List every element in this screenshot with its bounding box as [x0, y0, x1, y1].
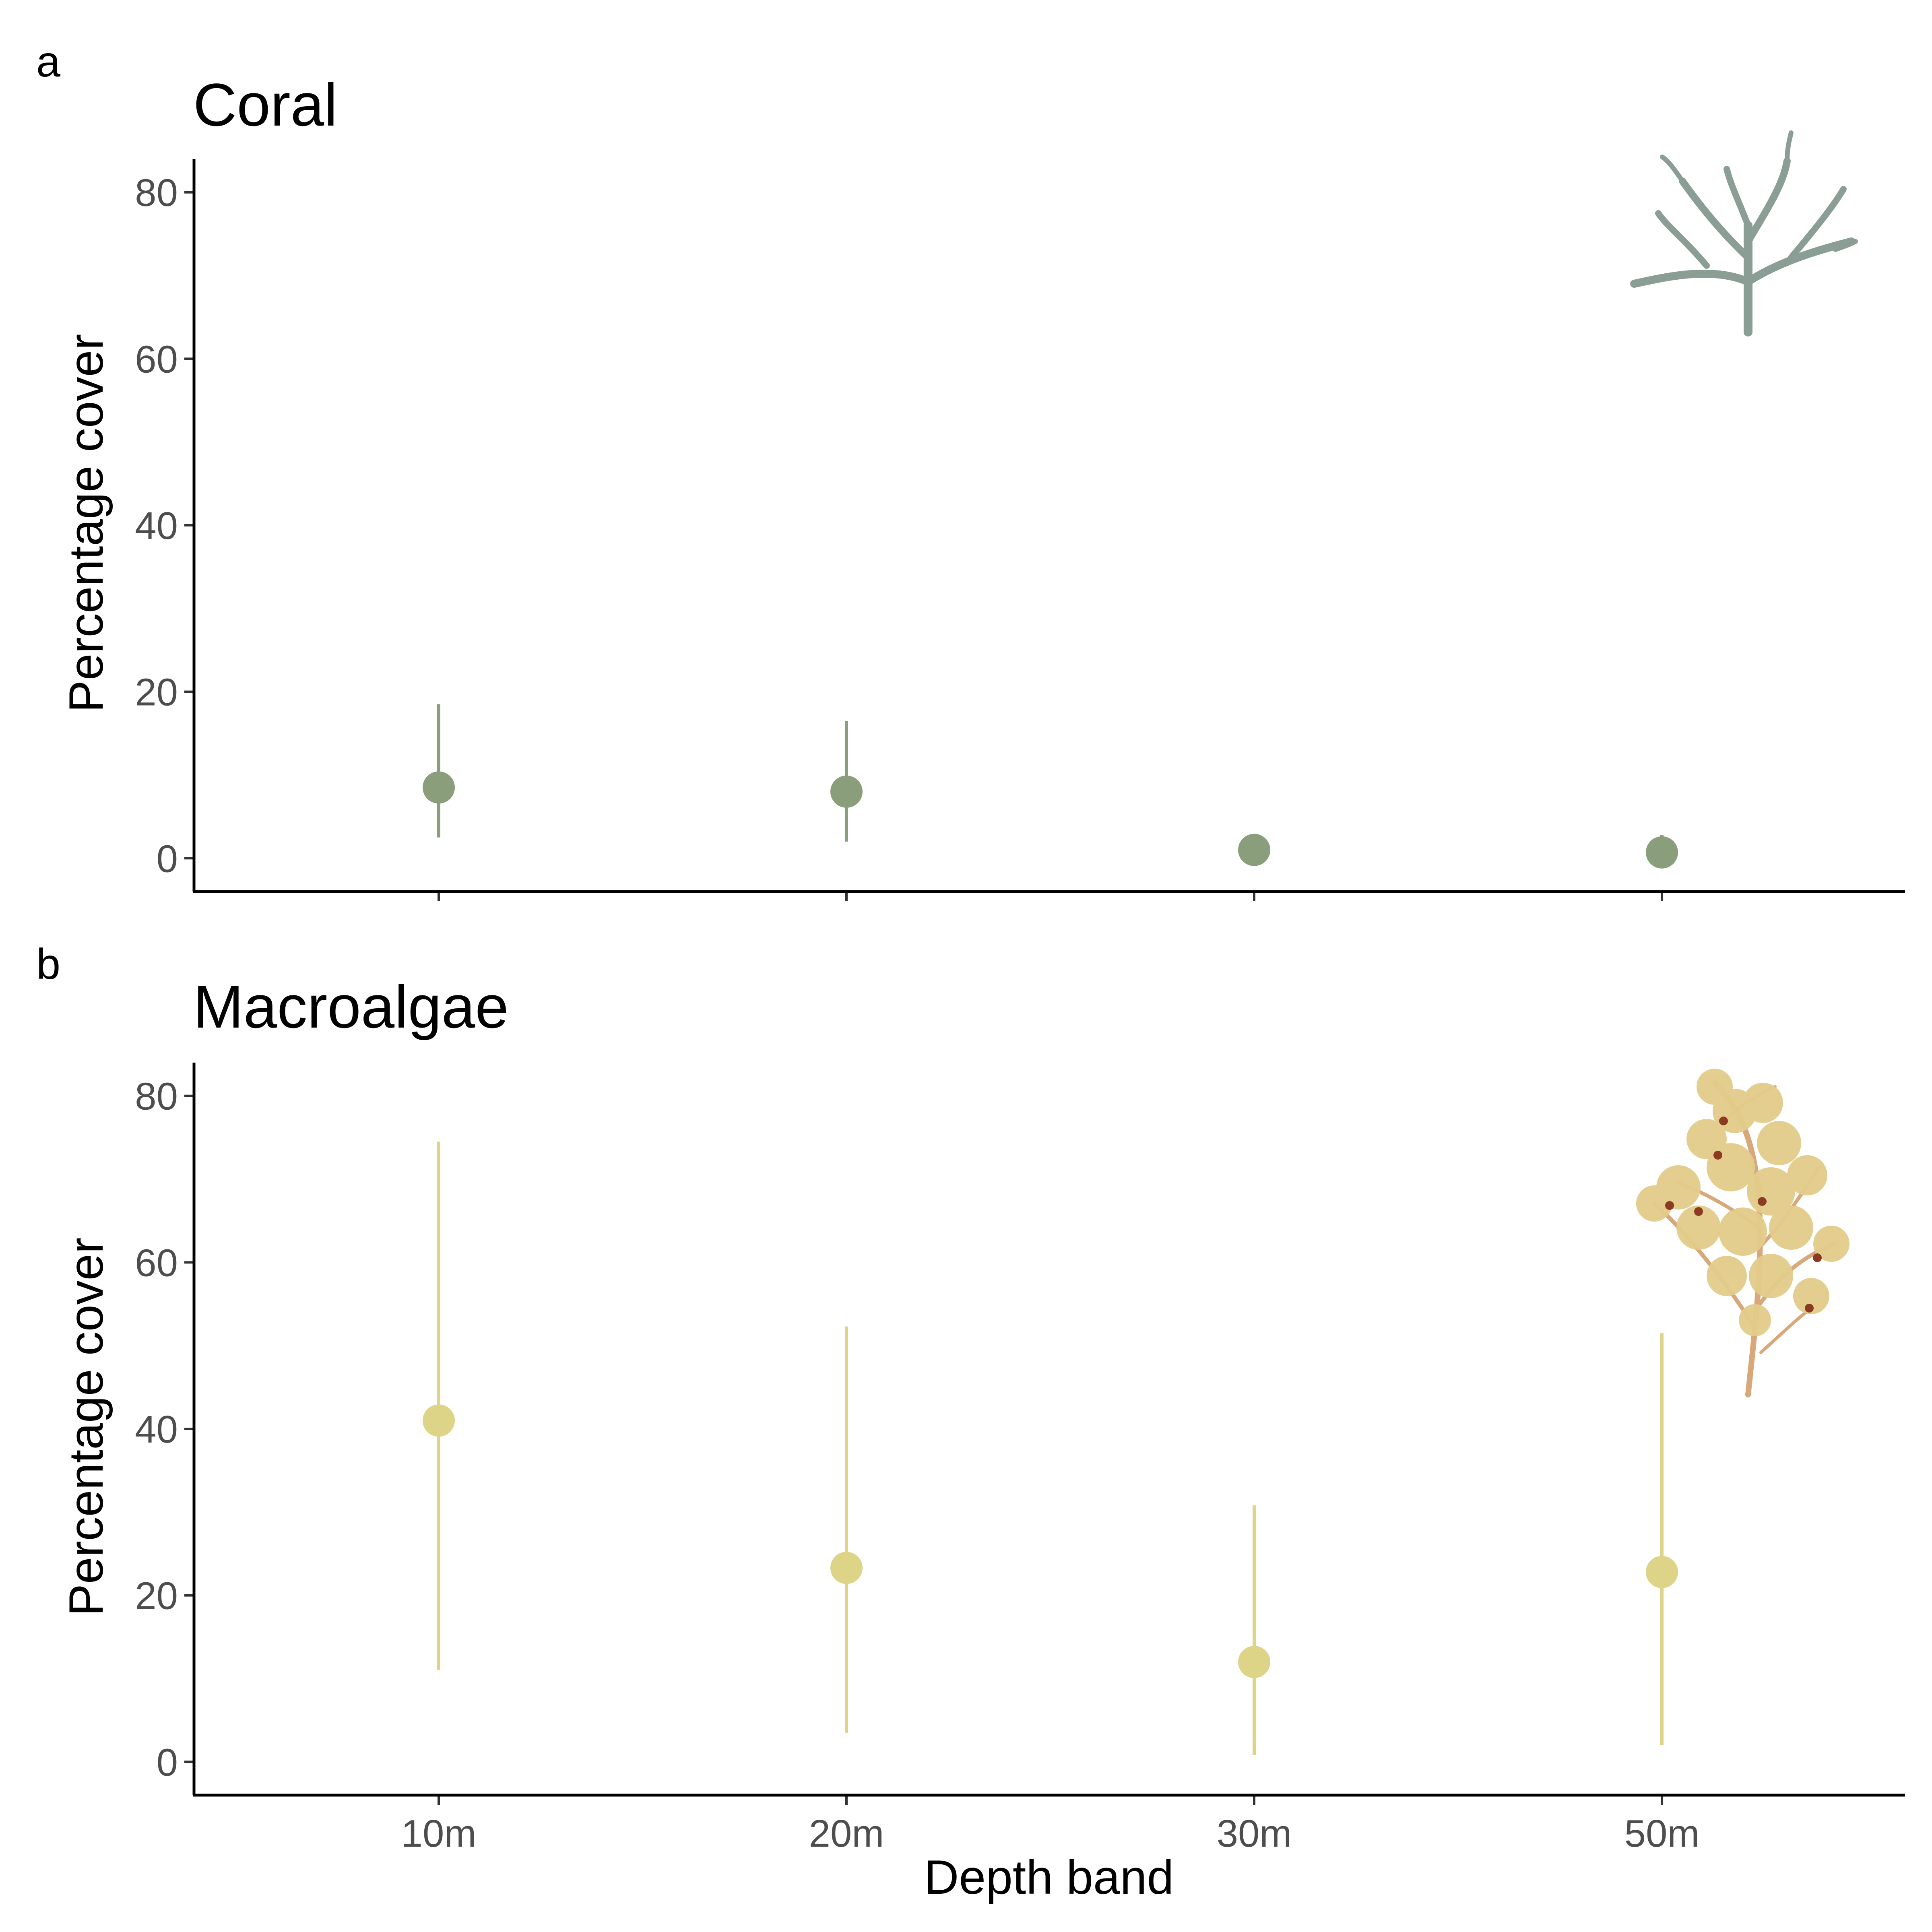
y-tick-label: 80 [135, 1075, 178, 1118]
y-tick-label: 80 [135, 171, 178, 215]
x-axis-title: Depth band [924, 1850, 1174, 1904]
panel-title: Coral [193, 71, 337, 138]
y-tick-label: 40 [135, 504, 178, 547]
data-point [1238, 834, 1270, 866]
x-ticks [438, 892, 1663, 901]
x-tick-label: 50m [1624, 1812, 1700, 1855]
y-tick-label: 60 [135, 1241, 178, 1284]
data-points [423, 771, 1678, 869]
data-point [1238, 1646, 1270, 1678]
y-tick-label: 20 [135, 1575, 178, 1618]
y-tick-label: 20 [135, 671, 178, 714]
panel-letter: a [36, 37, 61, 86]
y-tick-label: 60 [135, 338, 178, 381]
panel-title: Macroalgae [193, 973, 509, 1040]
x-tick-label: 20m [809, 1812, 884, 1855]
y-tick-label: 0 [157, 1741, 178, 1784]
panel-macroalgae: b Macroalgae Percentage cover Depth band… [36, 939, 1905, 1904]
y-ticks: 0 20 40 60 80 [135, 1075, 194, 1784]
y-ticks: 0 20 40 60 80 [135, 171, 194, 880]
y-axis-title: Percentage cover [59, 1238, 113, 1616]
panel-coral: a Coral Percentage cover 0 20 40 60 80 [36, 37, 1905, 901]
y-tick-label: 0 [157, 837, 178, 880]
y-axis-title: Percentage cover [59, 334, 113, 713]
x-tick-label: 30m [1217, 1812, 1292, 1855]
data-point [423, 1404, 455, 1437]
x-ticks: 10m 20m 30m 50m [401, 1795, 1700, 1855]
panel-letter: b [36, 939, 60, 988]
data-point [1646, 836, 1678, 869]
data-points [423, 1404, 1678, 1678]
data-point [1646, 1556, 1678, 1588]
data-point [423, 771, 455, 804]
y-tick-label: 40 [135, 1408, 178, 1451]
data-point [830, 1552, 863, 1584]
seaweed-icon [1636, 1069, 1849, 1397]
branching-coral-icon [1630, 130, 1858, 336]
x-tick-label: 10m [401, 1812, 477, 1855]
data-point [830, 775, 863, 808]
